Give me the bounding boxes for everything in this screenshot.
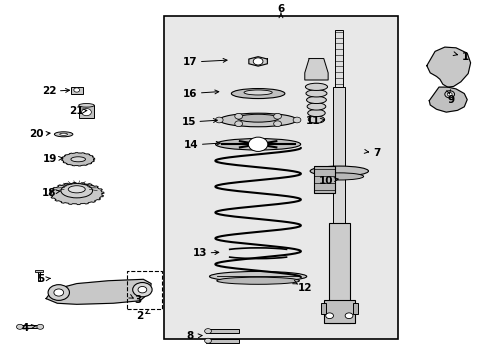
Text: 14: 14 xyxy=(183,140,198,150)
Polygon shape xyxy=(61,153,95,166)
Bar xyxy=(17,325,42,328)
Text: 7: 7 xyxy=(372,148,380,158)
Polygon shape xyxy=(428,87,466,112)
Ellipse shape xyxy=(60,133,67,135)
Circle shape xyxy=(273,121,281,127)
Bar xyxy=(323,300,354,323)
Circle shape xyxy=(292,117,300,123)
Text: 3: 3 xyxy=(134,296,141,305)
Circle shape xyxy=(234,113,242,119)
Circle shape xyxy=(37,324,43,329)
Polygon shape xyxy=(248,57,267,66)
Circle shape xyxy=(138,287,146,293)
Ellipse shape xyxy=(231,89,285,99)
Ellipse shape xyxy=(306,96,325,104)
Text: 13: 13 xyxy=(192,248,206,258)
Circle shape xyxy=(81,109,91,116)
Text: 18: 18 xyxy=(41,188,56,198)
Text: 9: 9 xyxy=(446,95,453,105)
Ellipse shape xyxy=(306,103,325,110)
Circle shape xyxy=(248,137,267,152)
Text: 21: 21 xyxy=(69,107,84,116)
Circle shape xyxy=(253,58,263,65)
Polygon shape xyxy=(426,47,469,87)
Text: 8: 8 xyxy=(186,332,193,342)
Text: 5: 5 xyxy=(38,274,45,284)
Circle shape xyxy=(345,313,352,319)
Circle shape xyxy=(54,289,63,296)
Ellipse shape xyxy=(79,104,94,107)
Bar xyxy=(71,87,82,94)
Text: 10: 10 xyxy=(318,176,333,186)
Bar xyxy=(35,270,42,272)
Text: 1: 1 xyxy=(461,52,468,62)
Ellipse shape xyxy=(209,271,306,282)
Bar xyxy=(164,16,397,339)
Circle shape xyxy=(204,338,211,343)
Text: 20: 20 xyxy=(29,129,43,139)
Ellipse shape xyxy=(215,139,300,150)
Bar xyxy=(333,87,345,223)
Bar xyxy=(205,329,238,333)
Bar xyxy=(328,223,349,323)
Polygon shape xyxy=(49,183,104,204)
Ellipse shape xyxy=(307,109,325,117)
Text: 15: 15 xyxy=(181,117,195,127)
Ellipse shape xyxy=(309,166,368,176)
Circle shape xyxy=(234,121,242,127)
Text: 2: 2 xyxy=(136,311,143,321)
Ellipse shape xyxy=(237,114,278,122)
Polygon shape xyxy=(304,59,327,80)
Circle shape xyxy=(132,283,152,297)
Text: 4: 4 xyxy=(21,323,28,333)
Circle shape xyxy=(215,117,223,123)
Circle shape xyxy=(444,91,454,98)
Ellipse shape xyxy=(68,186,85,193)
Text: 11: 11 xyxy=(305,116,319,126)
Bar xyxy=(335,30,343,87)
Text: 22: 22 xyxy=(41,86,56,96)
Bar xyxy=(320,303,325,314)
Ellipse shape xyxy=(305,83,327,90)
Ellipse shape xyxy=(305,90,326,97)
Ellipse shape xyxy=(61,184,92,198)
Text: 19: 19 xyxy=(43,154,57,164)
Polygon shape xyxy=(46,279,151,304)
Ellipse shape xyxy=(71,157,85,162)
Circle shape xyxy=(204,329,211,334)
Ellipse shape xyxy=(244,90,272,95)
Bar xyxy=(352,303,357,314)
Ellipse shape xyxy=(216,277,299,284)
Text: 17: 17 xyxy=(183,57,197,67)
Bar xyxy=(126,271,162,309)
Text: 16: 16 xyxy=(183,89,197,99)
Circle shape xyxy=(48,285,69,300)
Circle shape xyxy=(325,313,333,319)
Ellipse shape xyxy=(314,173,363,180)
Bar xyxy=(205,339,238,342)
Text: 12: 12 xyxy=(297,283,311,293)
Text: 6: 6 xyxy=(277,4,284,14)
Circle shape xyxy=(17,324,23,329)
Ellipse shape xyxy=(54,132,73,137)
Circle shape xyxy=(447,93,451,96)
Circle shape xyxy=(74,88,80,92)
Bar xyxy=(79,105,94,118)
Ellipse shape xyxy=(307,116,324,123)
Bar xyxy=(313,166,335,193)
Bar xyxy=(38,271,40,281)
Ellipse shape xyxy=(219,113,296,127)
Circle shape xyxy=(273,113,281,119)
